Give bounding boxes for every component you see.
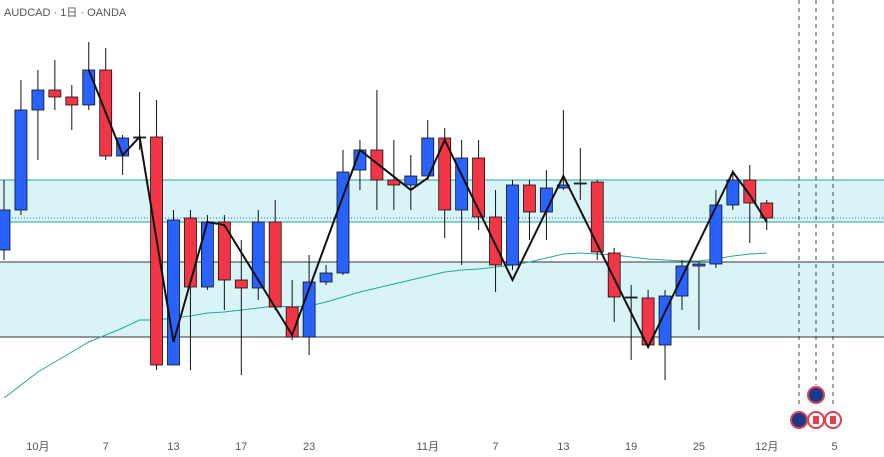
x-tick-label: 25 [693,441,705,453]
candle-body [658,295,672,346]
candle-body [506,184,519,266]
candle-body [150,136,163,366]
flag-au[interactable] [807,386,825,404]
x-tick-label: 7 [103,441,109,453]
chart-title: AUDCAD · 1日 · OANDA [4,7,127,19]
x-tick-label: 12月 [755,441,778,453]
candle-body [65,96,79,106]
event-flags[interactable] [790,386,842,429]
candle-body [14,109,28,211]
candle-body [234,279,248,289]
candle-body [268,221,282,308]
x-tick-label: 11月 [417,441,439,453]
candle-body [0,209,11,251]
candle-body [607,252,621,298]
candle-body [590,181,604,253]
candle-body [675,265,689,297]
candle-body [184,217,197,288]
candle-body [489,216,502,266]
moving-average [3,252,767,399]
candle-body [319,272,333,283]
candle-body [523,184,536,213]
candle-body [573,182,587,185]
candle-body [31,89,45,111]
candle-body [251,221,265,289]
candle-body [726,179,740,206]
flag-ca-leaf [813,416,819,424]
event-lines [798,0,834,408]
candle-body [336,171,350,274]
zone [0,262,884,337]
candle-body [743,179,757,204]
flag-au[interactable] [790,411,808,429]
flag-ca-leaf [830,416,836,424]
candle-body [82,69,96,106]
candle-body [404,175,418,186]
x-tick-label: 5 [831,441,837,453]
candle-body [217,221,231,281]
x-tick-label: 7 [492,441,498,453]
candle-body [48,89,62,98]
candle-body [760,202,774,219]
zigzag [87,69,768,350]
x-tick-label: 19 [625,441,637,453]
candle-body [624,296,638,299]
x-tick-label: 17 [235,441,247,453]
x-tick-label: 10月 [26,441,49,453]
candle-body [167,219,180,366]
x-tick-label: 23 [303,441,315,453]
candle-body [692,263,706,267]
x-tick-label: 13 [557,441,569,453]
x-tick-label: 13 [167,441,179,453]
candle-body [200,221,214,288]
candle-body [370,149,384,181]
